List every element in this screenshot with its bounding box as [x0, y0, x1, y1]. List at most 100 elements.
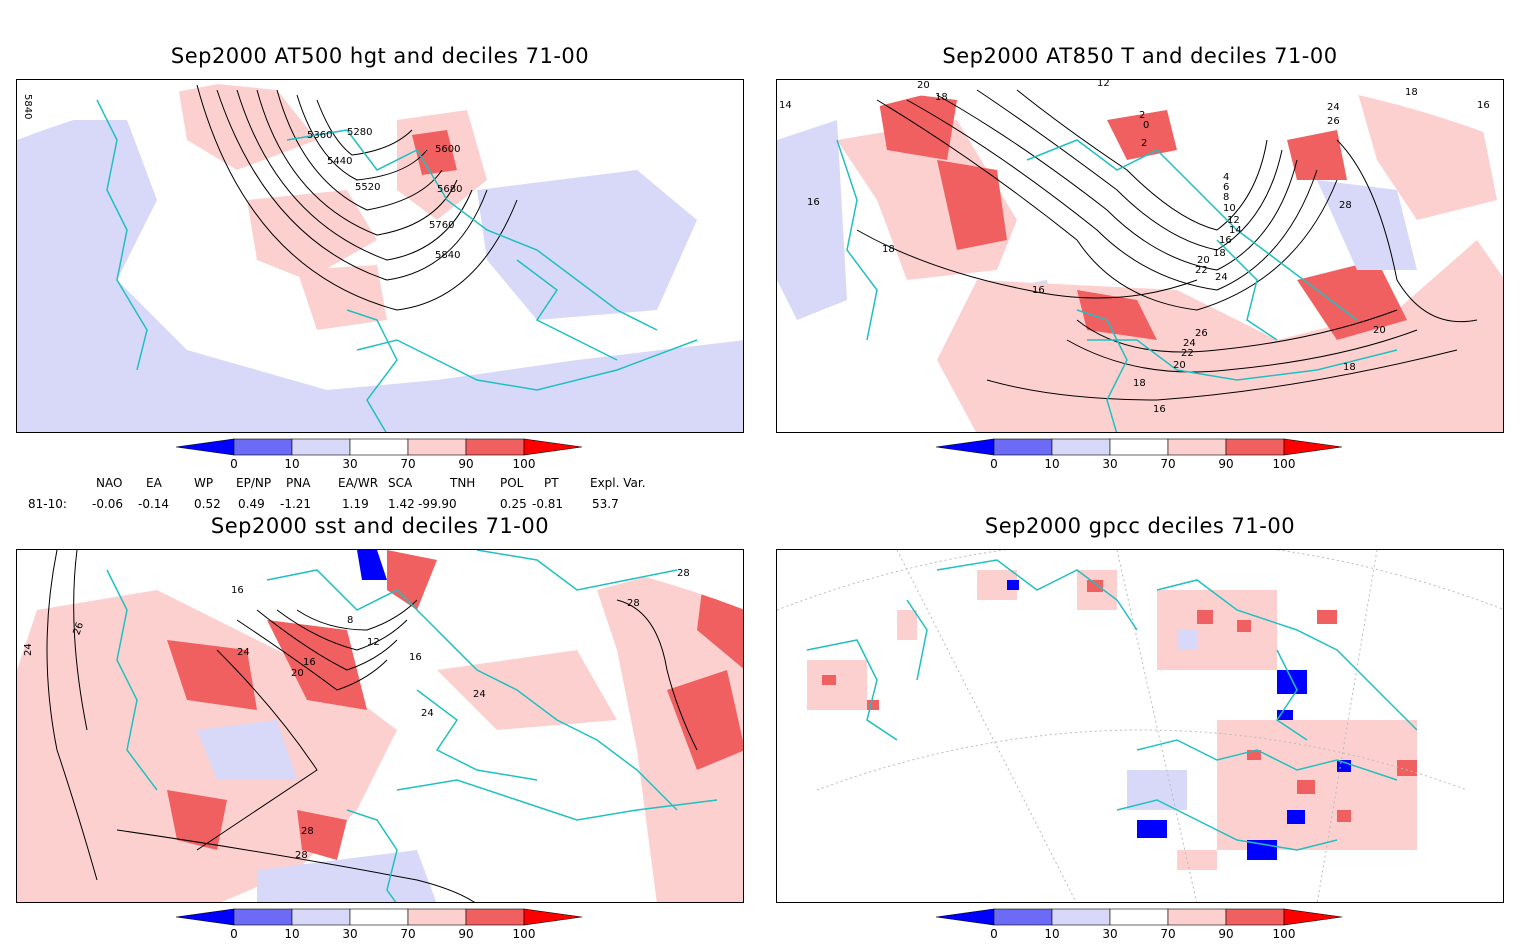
colorbar-tick-label: 10: [284, 927, 300, 941]
contour-label: 5680: [437, 184, 462, 195]
map-panel-t850: 20 18 14 12 16 18 16 24 26 28 16 18 4 6 …: [776, 79, 1504, 433]
contour-label: 18: [935, 92, 948, 103]
decile-fill-low: [1317, 180, 1417, 270]
colorbar-swatch: [1051, 908, 1111, 926]
colorbar-swatch: [1225, 908, 1285, 926]
index-value: -1.21: [280, 497, 312, 511]
colorbar-tick-label: 10: [284, 457, 300, 471]
contour-label: 12: [367, 637, 380, 648]
map-panel-sst: 24 26 16 24 8 12 16 20 16 24 24 28 28 28…: [16, 549, 744, 903]
contour-label: 20: [917, 80, 930, 91]
decile-fill-low: [197, 720, 297, 780]
colorbar-swatch: [291, 908, 351, 926]
colorbar-tick-label: 100: [512, 457, 536, 471]
index-name: EA/WR: [338, 476, 379, 490]
contour-label: 18: [1405, 87, 1418, 98]
index-value: -0.81: [532, 497, 564, 511]
contour-label: 24: [473, 689, 486, 700]
index-name: PNA: [286, 476, 311, 490]
colorbar-swatch: [175, 438, 235, 456]
colorbar-tick-label: 30: [1102, 457, 1118, 471]
coastlines: [806, 559, 1418, 851]
colorbar-tick-label: 100: [1272, 927, 1296, 941]
contour-label: 28: [301, 826, 314, 837]
colorbar-tick-label: 90: [1218, 457, 1234, 471]
colorbar-swatches: [175, 908, 583, 926]
contour-label: 16: [409, 652, 422, 663]
colorbar-tick-label: 10: [1044, 457, 1060, 471]
contour-label: 5520: [355, 182, 380, 193]
index-name: TNH: [450, 476, 476, 490]
colorbar-sst: 0 10 30 70 90 100: [172, 908, 592, 948]
contour-label: 18: [1343, 362, 1356, 373]
contour-label: 24: [237, 647, 250, 658]
map-panel-gpcc: [776, 549, 1504, 903]
colorbar-t850: 0 10 30 70 90 100: [932, 438, 1352, 478]
decile-fill-strong: [167, 640, 257, 710]
decile-fill-strong: [297, 810, 347, 860]
index-name: SCA: [388, 476, 413, 490]
colorbar-swatch: [523, 908, 583, 926]
contour-label: 24: [421, 708, 434, 719]
colorbar-swatch: [935, 438, 995, 456]
contour-label: 4: [1223, 172, 1229, 183]
contour-label: 22: [1181, 348, 1194, 359]
contour-label: 18: [1133, 378, 1146, 389]
map-gpcc-svg: [777, 550, 1503, 902]
contour-label: 16: [1477, 100, 1490, 111]
contour-label: 28: [677, 568, 690, 579]
decile-fill-strong: [267, 620, 367, 710]
coastlines: [836, 139, 1398, 432]
colorbar-tick-label: 0: [990, 457, 998, 471]
decile-fill-high: [177, 80, 317, 170]
colorbar-tick-label: 10: [1044, 927, 1060, 941]
contour-label: 5840: [435, 250, 460, 261]
colorbar-tick-label: 30: [342, 927, 358, 941]
colorbar-tick-label: 0: [230, 457, 238, 471]
colorbar-gpcc: 0 10 30 70 90 100: [932, 908, 1352, 948]
contour-label: 28: [627, 598, 640, 609]
contour-label: 18: [882, 244, 895, 255]
contour-label: 12: [1097, 80, 1110, 89]
decile-fill-strong: [1107, 110, 1177, 160]
colorbar-swatch: [1109, 908, 1169, 926]
contour-label: 16: [231, 585, 244, 596]
colorbar-swatch: [349, 438, 409, 456]
colorbar-swatch: [233, 908, 293, 926]
colorbar-swatch: [1109, 438, 1169, 456]
map-sst-svg: 24 26 16 24 8 12 16 20 16 24 24 28 28 28…: [17, 550, 743, 902]
contour-label: 8: [1223, 192, 1229, 203]
decile-fill-strong: [1077, 290, 1157, 340]
contour-label: 5840: [22, 94, 33, 119]
contour-label: 16: [303, 657, 316, 668]
colorbar-tick-label: 70: [400, 927, 416, 941]
colorbar-tick-label: 0: [230, 927, 238, 941]
contour-label: 5280: [347, 127, 372, 138]
colorbar-tick-label: 100: [1272, 457, 1296, 471]
index-name: EA: [146, 476, 162, 490]
colorbar-swatch: [1167, 908, 1227, 926]
contour-label: 28: [295, 850, 308, 861]
index-value: -0.06: [92, 497, 124, 511]
index-value: 0.49: [238, 497, 265, 511]
decile-speckle: [807, 570, 1417, 870]
contour-label: 24: [1327, 102, 1340, 113]
contour-label: 24: [23, 643, 34, 656]
panel-title-hgt500: Sep2000 AT500 hgt and deciles 71-00: [170, 44, 590, 68]
decile-fill-low: [257, 850, 437, 902]
colorbar-swatch: [1283, 438, 1343, 456]
decile-fill-strong: [412, 130, 457, 175]
contour-label: 5600: [435, 144, 460, 155]
index-value: 53.7: [592, 497, 619, 511]
colorbar-tick-label: 30: [1102, 927, 1118, 941]
decile-fill-high: [247, 190, 377, 280]
contour-label: 2: [1139, 110, 1145, 121]
contour-label: 22: [1195, 265, 1208, 276]
colorbar-swatch: [1225, 438, 1285, 456]
index-value: 1.42: [388, 497, 415, 511]
colorbar-swatch: [1283, 908, 1343, 926]
index-value: 1.19: [342, 497, 369, 511]
decile-fill-low: [477, 170, 697, 320]
index-name: NAO: [96, 476, 123, 490]
colorbar-swatch: [465, 908, 525, 926]
